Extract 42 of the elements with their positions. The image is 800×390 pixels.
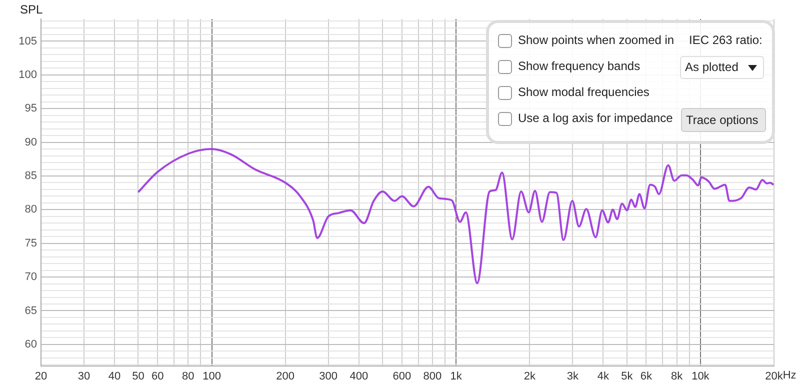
- y-tick-label: 100: [18, 68, 37, 81]
- annotation: Show modal frequencies: [518, 85, 650, 99]
- x-tick-label: 1k: [450, 370, 462, 383]
- x-tick-label: 6k: [640, 370, 653, 383]
- y-tick-label: 85: [24, 170, 37, 182]
- x-tick-label: 200: [276, 370, 295, 383]
- x-tick-label: 60: [151, 370, 164, 383]
- x-tick-label: 600: [392, 370, 412, 383]
- y-tick-label: 75: [24, 237, 37, 250]
- annotation: Trace options: [686, 113, 758, 127]
- annotation: Show frequency bands: [518, 59, 640, 73]
- y-tick-label: 60: [24, 338, 37, 350]
- x-tick-label: 400: [350, 370, 368, 383]
- y-tick-label: 90: [24, 136, 37, 148]
- x-tick-label: 20k: [765, 370, 784, 383]
- x-tick-label: 5k: [621, 370, 634, 383]
- x-tick-label: 20: [34, 370, 48, 383]
- x-tick-label: 40: [108, 370, 121, 383]
- x-tick-label: 80: [182, 370, 194, 383]
- x-tick-label: 3k: [566, 370, 579, 383]
- x-axis-title: Hz: [782, 370, 796, 382]
- annotation: As plotted: [685, 60, 738, 74]
- x-tick-label: 300: [319, 370, 338, 383]
- x-tick-label: 8k: [670, 370, 684, 383]
- x-tick-label: 4k: [597, 370, 610, 383]
- y-axis-title: SPL: [20, 2, 44, 16]
- y-tick-label: 95: [24, 102, 37, 115]
- x-tick-label: 100: [202, 370, 221, 383]
- dropdown: As plotted: [680, 56, 764, 79]
- x-tick-label: 30: [78, 370, 90, 383]
- x-tick-label: 800: [423, 370, 442, 383]
- y-tick-label: 80: [24, 204, 37, 216]
- x-tick-label: 50: [132, 370, 144, 383]
- x-tick-label: 2k: [524, 370, 536, 383]
- annotation: IEC 263 ratio:: [689, 33, 762, 47]
- button: Trace options: [681, 108, 766, 132]
- annotation: Show points when zoomed in: [518, 33, 674, 47]
- y-tick-label: 70: [24, 271, 37, 284]
- annotation: Use a log axis for impedance: [518, 111, 673, 125]
- y-tick-label: 65: [24, 304, 37, 317]
- y-tick-label: 105: [18, 35, 37, 48]
- x-tick-label: 10k: [692, 370, 710, 383]
